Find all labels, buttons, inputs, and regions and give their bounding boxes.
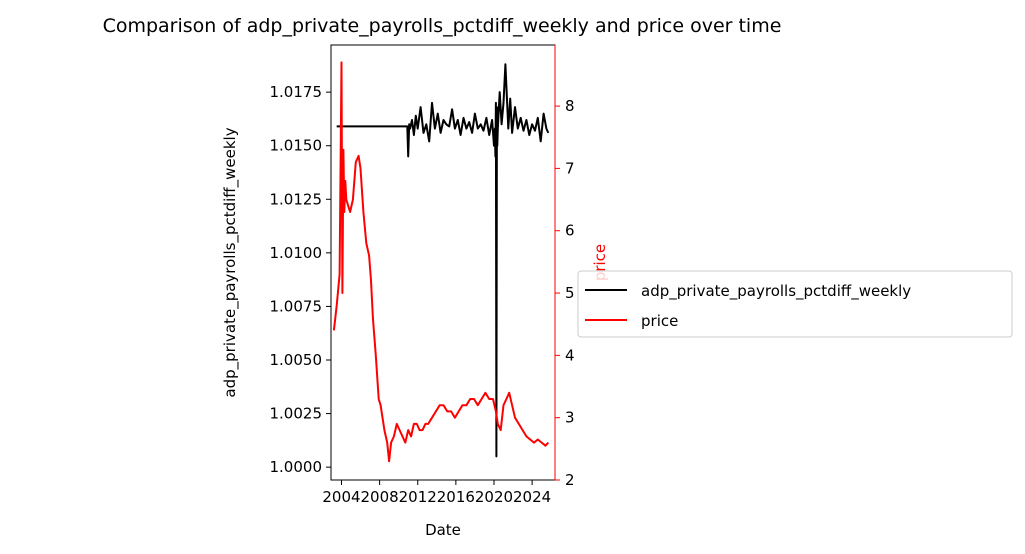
y-right-axis-ticks: 2 3 4 5 6 7 8 xyxy=(555,97,575,489)
y-left-tick-label: 1.0050 xyxy=(270,351,323,369)
x-tick-label: 2012 xyxy=(399,488,437,506)
x-tick-label: 2020 xyxy=(475,488,513,506)
y-right-tick-label: 5 xyxy=(565,284,575,302)
y-left-axis-ticks: 1.0000 1.0025 1.0050 1.0075 1.0100 1.0125 1.01… xyxy=(270,83,331,476)
x-tick-label: 2024 xyxy=(513,488,551,506)
plot-area xyxy=(330,44,556,481)
y-left-tick-label: 1.0075 xyxy=(270,297,323,315)
y-right-tick-label: 4 xyxy=(565,346,575,364)
legend-label-price: price xyxy=(641,312,678,330)
y-left-axis-label: adp_private_payrolls_pctdiff_weekly xyxy=(221,127,240,397)
y-left-tick-label: 1.0000 xyxy=(270,458,323,476)
legend-label-adp: adp_private_payrolls_pctdiff_weekly xyxy=(641,282,911,301)
x-axis-ticks: 2004 2008 2012 2016 2020 2024 xyxy=(322,480,551,506)
y-left-tick-label: 1.0150 xyxy=(270,137,323,155)
series-line-1 xyxy=(332,61,550,463)
series-layer xyxy=(332,61,550,463)
x-axis-label: Date xyxy=(425,521,461,539)
chart-title: Comparison of adp_private_payrolls_pctdi… xyxy=(103,15,782,37)
y-right-tick-label: 7 xyxy=(565,159,575,177)
y-left-tick-label: 1.0025 xyxy=(270,405,323,423)
y-left-tick-label: 1.0125 xyxy=(270,190,323,208)
y-left-tick-label: 1.0100 xyxy=(270,244,323,262)
legend-box xyxy=(577,270,1013,338)
y-right-tick-label: 6 xyxy=(565,222,575,240)
legend: adp_private_payrolls_pctdiff_weekly pric… xyxy=(577,270,1013,338)
y-left-tick-label: 1.0175 xyxy=(270,83,323,101)
x-tick-label: 2016 xyxy=(437,488,475,506)
y-right-tick-label: 2 xyxy=(565,471,575,489)
x-tick-label: 2008 xyxy=(361,488,399,506)
y-right-tick-label: 8 xyxy=(565,97,575,115)
series-line-0 xyxy=(336,63,550,458)
x-tick-label: 2004 xyxy=(322,488,360,506)
y-right-tick-label: 3 xyxy=(565,409,575,427)
